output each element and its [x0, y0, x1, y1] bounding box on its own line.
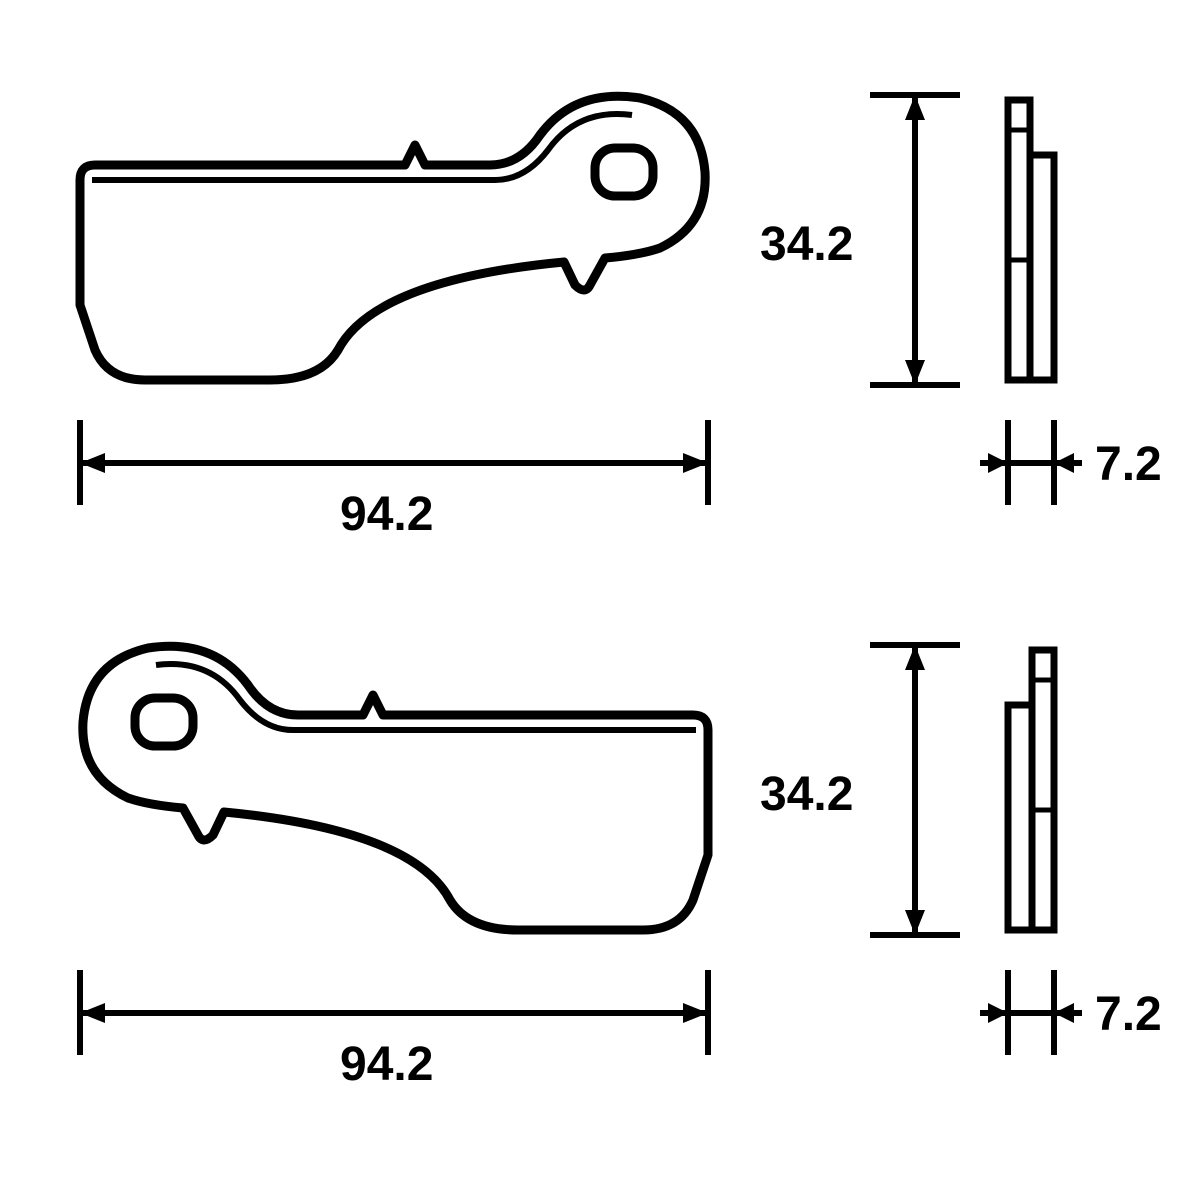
- pad-bottom-outline: [83, 646, 708, 930]
- dim-top-width: 94.2: [80, 420, 708, 541]
- pad-bottom-hole: [135, 698, 193, 746]
- dim-bottom-width: 94.2: [80, 970, 708, 1091]
- pad-top: 34.2 94.2 7.2: [80, 95, 1162, 541]
- pad-top-outline: [80, 96, 705, 380]
- pad-top-profile: [1008, 100, 1054, 380]
- brake-pad-diagram: 34.2 94.2 7.2: [0, 0, 1200, 1200]
- dim-bottom-height: 34.2: [760, 645, 960, 935]
- dim-top-height-label: 34.2: [760, 218, 853, 271]
- pad-bottom-profile: [1008, 650, 1054, 930]
- dim-bottom-thickness: 7.2: [980, 970, 1162, 1055]
- dim-top-thickness-label: 7.2: [1095, 438, 1162, 491]
- dim-top-width-label: 94.2: [340, 488, 433, 541]
- dim-bottom-width-label: 94.2: [340, 1038, 433, 1091]
- pad-top-hole: [595, 148, 653, 196]
- dim-bottom-height-label: 34.2: [760, 768, 853, 821]
- dim-top-thickness: 7.2: [980, 420, 1162, 505]
- dim-bottom-thickness-label: 7.2: [1095, 988, 1162, 1041]
- pad-bottom: 34.2 94.2 7.2: [80, 645, 1162, 1091]
- dim-top-height: 34.2: [760, 95, 960, 385]
